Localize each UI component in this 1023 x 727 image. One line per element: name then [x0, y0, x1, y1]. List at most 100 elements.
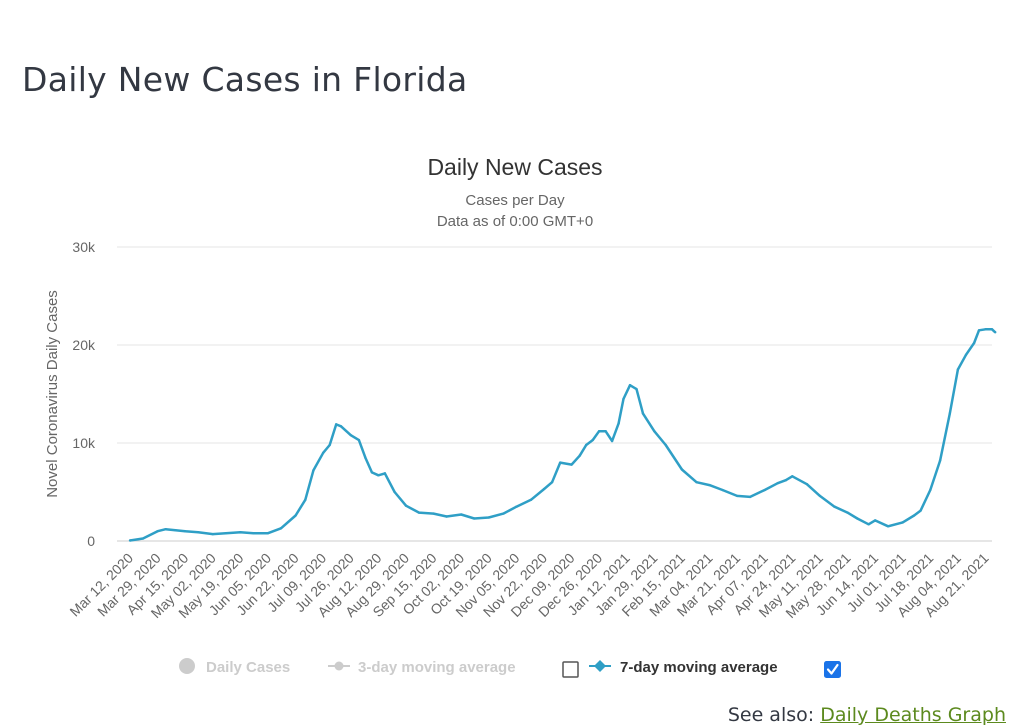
data-point	[321, 451, 325, 454]
data-point	[357, 438, 361, 442]
data-point	[680, 468, 684, 471]
data-point	[597, 430, 601, 433]
data-point	[472, 517, 476, 520]
daily-deaths-graph-link[interactable]: Daily Deaths Graph	[820, 704, 1006, 726]
data-point	[183, 530, 187, 533]
data-point	[929, 488, 932, 492]
data-point	[432, 512, 435, 515]
data-point	[196, 530, 200, 534]
line-diamond-icon-diamond	[594, 660, 606, 672]
data-point	[938, 459, 942, 462]
data-point	[558, 461, 562, 464]
y-tick-label: 30k	[72, 239, 96, 255]
chart-title: Daily New Cases	[427, 154, 602, 180]
data-point	[393, 490, 396, 494]
data-point	[721, 488, 724, 492]
data-point	[653, 430, 656, 433]
data-point	[266, 531, 270, 535]
data-point	[664, 443, 667, 447]
data-point	[445, 515, 448, 518]
grid-lines	[117, 246, 992, 542]
data-point	[956, 368, 960, 371]
see-also-label: See also:	[727, 704, 815, 726]
data-point	[919, 509, 922, 512]
data-point	[948, 412, 951, 415]
data-point	[617, 422, 620, 425]
data-point	[695, 481, 698, 484]
data-point	[846, 511, 849, 514]
y-tick-label: 10k	[72, 435, 96, 451]
data-point	[977, 329, 981, 332]
data-point	[487, 516, 490, 519]
y-axis-label: Novel Coronavirus Daily Cases	[44, 290, 61, 498]
data-point	[584, 443, 588, 447]
data-point	[550, 481, 554, 484]
legend-label-7-day-moving-average: 7-day moving average	[620, 659, 778, 676]
data-point	[542, 487, 546, 491]
data-point	[502, 512, 505, 515]
data-point	[364, 456, 367, 459]
checkbox-box	[824, 661, 841, 678]
data-point	[328, 443, 331, 447]
y-tick-labels: 0 10k 20k 30k	[72, 239, 96, 549]
data-point	[294, 514, 297, 517]
data-point	[886, 525, 890, 528]
data-point	[312, 469, 315, 472]
data-point	[818, 494, 822, 498]
data-point	[128, 539, 132, 542]
legend: Daily Cases 3-day moving average 7-day m…	[179, 658, 841, 678]
legend-item-7-day-moving-average[interactable]: 7-day moving average	[589, 659, 778, 676]
data-point	[791, 475, 794, 478]
data-point	[635, 387, 638, 391]
data-point	[224, 531, 227, 535]
data-point	[776, 481, 779, 485]
data-point	[622, 397, 625, 401]
data-point	[591, 438, 594, 442]
y-tick-label: 0	[87, 533, 95, 549]
data-point	[784, 479, 788, 482]
data-point	[570, 463, 573, 466]
legend-item-daily-cases[interactable]: Daily Cases	[179, 658, 290, 676]
checkbox-3-day-unchecked[interactable]	[562, 661, 579, 678]
data-point	[748, 495, 752, 499]
data-point	[990, 328, 994, 331]
data-point	[404, 504, 408, 507]
chart-subtitle-line-1: Cases per Day	[465, 192, 565, 209]
data-point	[833, 505, 836, 508]
data-point	[377, 474, 380, 477]
data-point	[370, 471, 374, 474]
circle-icon	[179, 658, 195, 674]
data-point	[304, 498, 307, 502]
data-point	[805, 482, 809, 486]
chart-subtitle-line-2: Data as of 0:00 GMT+0	[437, 213, 593, 230]
legend-item-3-day-moving-average[interactable]: 3-day moving average	[328, 659, 516, 676]
data-point	[856, 517, 859, 520]
data-point	[156, 530, 159, 533]
y-tick-label: 20k	[72, 337, 96, 353]
checkbox-7-day-checked[interactable]	[824, 661, 841, 678]
data-point	[141, 537, 145, 540]
data-point	[994, 331, 997, 334]
data-point	[529, 498, 533, 502]
data-point	[628, 383, 632, 387]
data-point	[383, 472, 387, 475]
data-point	[867, 523, 870, 526]
data-point	[459, 513, 463, 516]
data-point	[334, 423, 338, 426]
data-point	[984, 328, 987, 331]
data-point	[164, 528, 167, 531]
data-point	[349, 433, 352, 437]
series-points	[128, 328, 997, 542]
legend-label-daily-cases: Daily Cases	[206, 659, 290, 676]
data-point	[239, 530, 242, 534]
data-point	[763, 488, 766, 492]
data-point	[578, 454, 581, 457]
data-point	[641, 412, 645, 415]
data-point	[735, 494, 739, 498]
series-line-7-day-moving-average	[129, 328, 997, 542]
data-point	[252, 531, 255, 535]
data-point	[279, 527, 283, 530]
page-title: Daily New Cases in Florida	[22, 60, 468, 99]
